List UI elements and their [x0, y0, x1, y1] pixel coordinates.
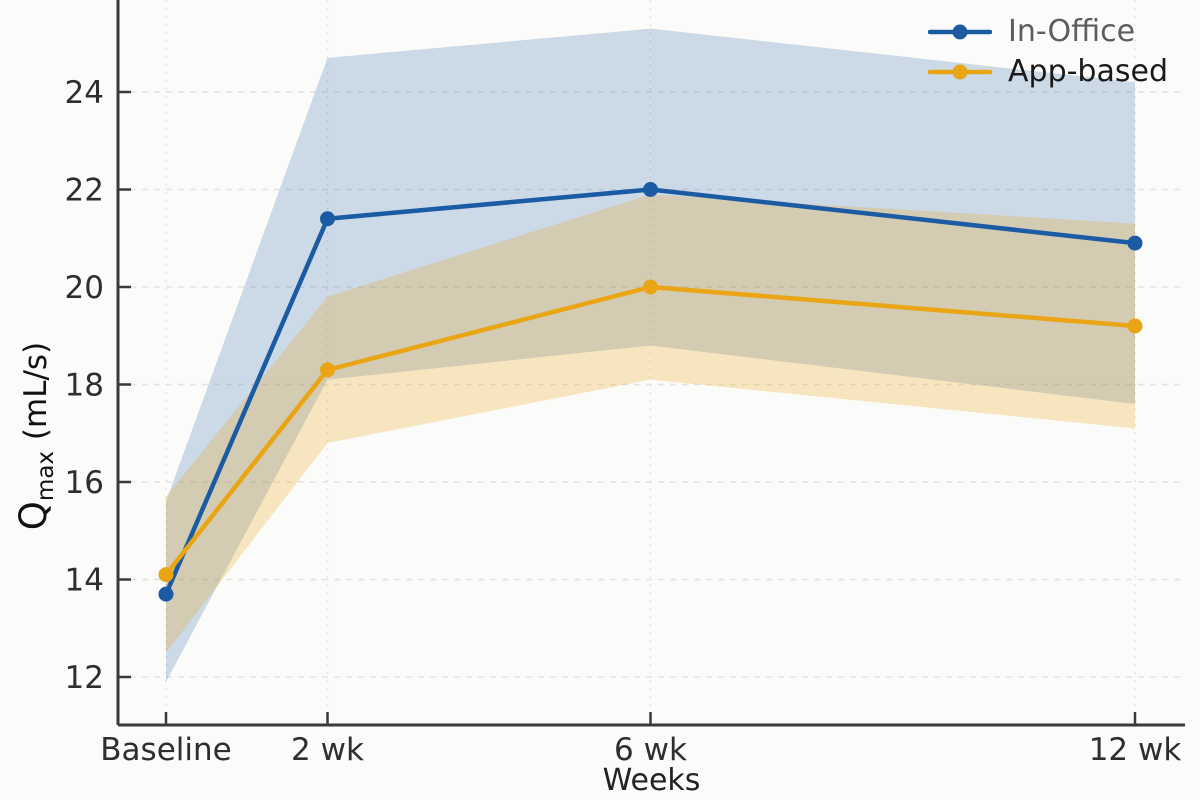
app-based-line-marker-icon — [928, 64, 992, 80]
y-tick-label-20: 20 — [65, 270, 104, 306]
y-tick-label-16: 16 — [65, 465, 104, 501]
legend-label-in-office: In-Office — [1008, 14, 1136, 49]
legend-item-app-based: App-based — [928, 52, 1168, 92]
legend-item-in-office: In-Office — [928, 12, 1168, 52]
data-point-in-office-baseline — [158, 586, 174, 602]
legend-marker-sample — [952, 24, 968, 40]
data-point-in-office-6-wk — [643, 182, 658, 197]
legend-label-app-based: App-based — [1008, 54, 1168, 89]
y-tick-label-24: 24 — [65, 75, 104, 111]
y-tick-label-14: 14 — [65, 563, 104, 599]
x-tick-label-6-wk: 6 wk — [614, 732, 687, 768]
x-tick-label-baseline: Baseline — [100, 732, 231, 768]
series-line-in-office — [163, 187, 1138, 597]
x-axis-label: Weeks — [602, 763, 701, 798]
data-point-app-based-2-wk — [320, 362, 335, 378]
y-axis-label-subscript: max — [33, 450, 60, 502]
confidence-band-in-office — [166, 28, 1135, 682]
y-tick-label-22: 22 — [65, 173, 104, 209]
x-tick-label-12-wk: 12 wk — [1089, 732, 1182, 768]
y-axis-label: Qmax (mL/s) — [12, 236, 64, 636]
x-tick-label-2-wk: 2 wk — [291, 732, 364, 768]
in-office-line-marker-icon — [928, 24, 992, 40]
y-axis-label-symbol: Q — [12, 501, 55, 531]
data-point-in-office-2-wk — [320, 211, 335, 227]
legend-marker-sample — [952, 64, 968, 80]
data-point-app-based-6-wk — [643, 279, 658, 295]
data-point-in-office-12-wk — [1127, 235, 1143, 251]
y-axis-label-unit: (mL/s) — [18, 341, 54, 441]
y-tick-label-12: 12 — [65, 660, 104, 696]
confidence-band-app-based — [166, 194, 1135, 653]
data-point-app-based-baseline — [158, 567, 174, 583]
data-point-app-based-12-wk — [1127, 318, 1143, 334]
y-tick-label-18: 18 — [65, 368, 104, 404]
series-line-app-based — [163, 284, 1138, 577]
legend: In-Office App-based — [928, 12, 1168, 92]
